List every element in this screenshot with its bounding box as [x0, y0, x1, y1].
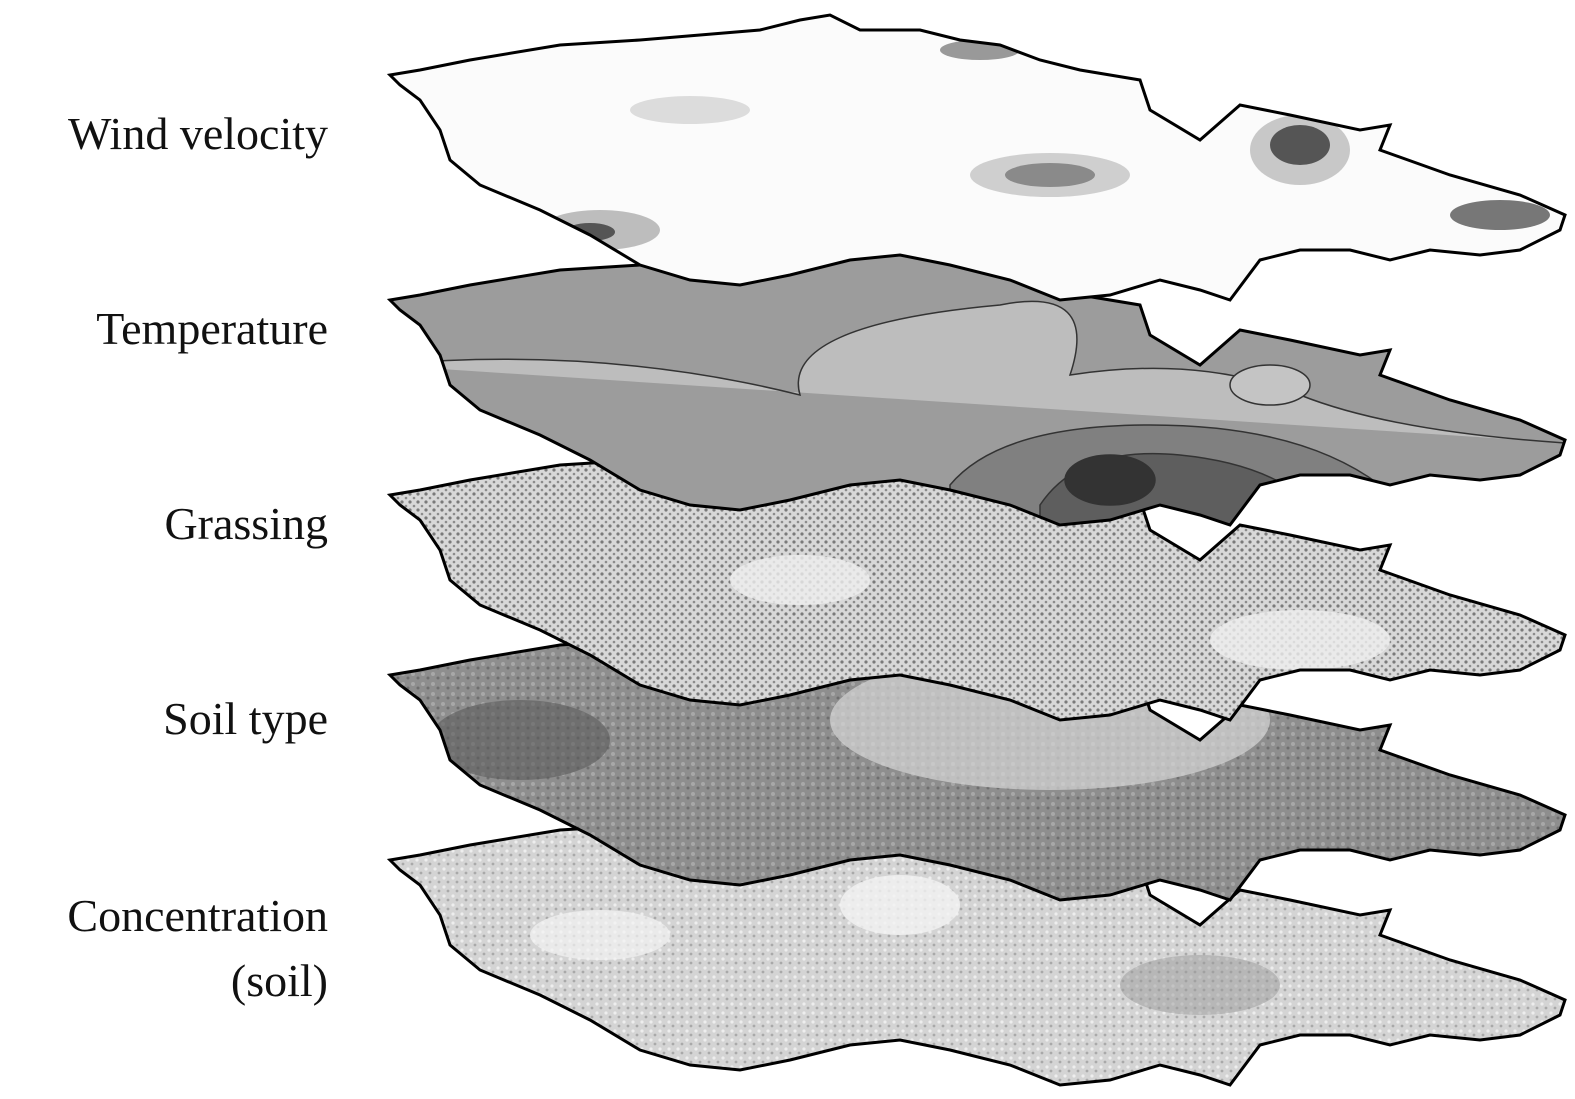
layer-label: Concentration	[67, 890, 328, 941]
layer-label: Wind velocity	[68, 108, 328, 159]
layer-label: (soil)	[231, 955, 328, 1006]
wind-velocity-map	[388, 13, 1567, 302]
layer-label: Grassing	[164, 498, 328, 549]
grassing-map	[388, 433, 1567, 722]
concentration-map	[388, 798, 1567, 1087]
layer-label: Temperature	[96, 303, 328, 354]
layer-label: Soil type	[163, 693, 328, 744]
